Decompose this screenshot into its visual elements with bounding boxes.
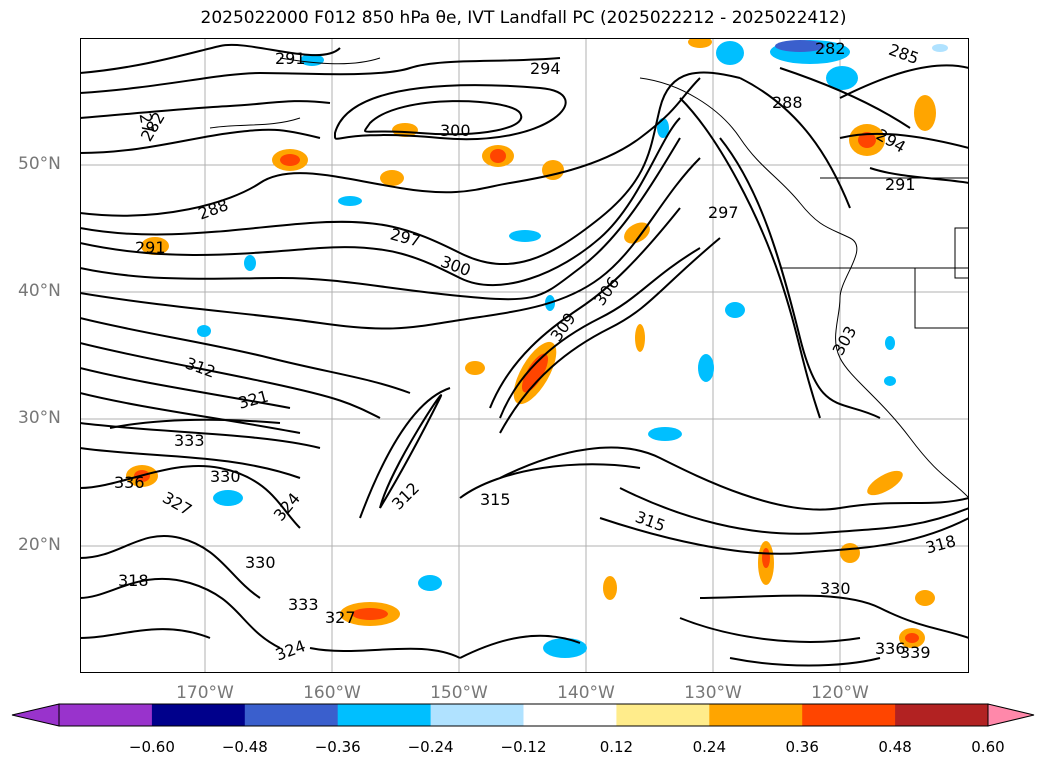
contour-label: 285 — [886, 40, 921, 68]
lon-label-160w: 160°W — [303, 683, 361, 703]
contour-label: 330 — [245, 553, 276, 572]
colorbar-tick-label: 0.36 — [785, 738, 819, 756]
lat-label-20n: 20°N — [18, 535, 61, 555]
contour-label: 333 — [174, 431, 205, 450]
contour-label: 327 — [325, 608, 356, 627]
graticule — [80, 38, 969, 673]
contour-label: 27 — [136, 112, 158, 135]
contour-label: 330 — [210, 467, 241, 486]
colorbar-bin — [151, 704, 246, 726]
colorbar-tick-label: 0.60 — [971, 738, 1005, 756]
contour-label: 306 — [590, 273, 623, 309]
contour-label: 318 — [118, 571, 149, 590]
colorbar-bin — [337, 704, 432, 726]
contour-label: 288 — [772, 93, 803, 112]
contour-label: 288 — [196, 195, 231, 223]
colorbar-tick-label: 0.12 — [599, 738, 634, 756]
colorbar-tick-label: −0.12 — [500, 738, 547, 756]
lat-label-40n: 40°N — [18, 281, 61, 301]
colorbar-bin — [430, 704, 524, 726]
lon-label-170w: 170°W — [176, 683, 234, 703]
colorbar-outline — [58, 703, 989, 727]
lon-label-140w: 140°W — [557, 683, 615, 703]
ivt-shading — [126, 38, 948, 658]
contour-label: 327 — [159, 488, 195, 520]
contour-labels: 294 300 297 300 306 309 312 321 333 330 … — [114, 39, 969, 665]
colorbar-bins — [59, 704, 989, 726]
contour-label: 282 — [815, 39, 846, 58]
contour-label: 291 — [135, 238, 166, 257]
map-svg: 294 300 297 300 306 309 312 321 333 330 … — [80, 38, 969, 673]
lat-label-30n: 30°N — [18, 408, 61, 428]
colorbar-tick-label: −0.36 — [314, 738, 361, 756]
contour-label: 330 — [820, 579, 851, 598]
contour-label: 297 — [708, 203, 739, 222]
contour-label: 333 — [288, 595, 319, 614]
colorbar-bin — [802, 704, 896, 726]
lon-label-130w: 130°W — [684, 683, 742, 703]
contour-label: 309 — [547, 309, 580, 345]
lat-label-50n: 50°N — [18, 154, 61, 174]
contour-label: 339 — [900, 643, 931, 662]
colorbar-bin — [616, 704, 710, 726]
theta-e-contours — [80, 43, 969, 667]
contour-label: 291 — [885, 175, 916, 194]
contour-label: 294 — [530, 59, 561, 78]
contour-label: 321 — [236, 387, 270, 413]
colorbar-tick-label: 0.24 — [692, 738, 726, 756]
contour-label: 297 — [388, 224, 422, 250]
contour-label: 291 — [275, 49, 306, 68]
colorbar — [11, 703, 1035, 727]
contour-label: 324 — [273, 636, 308, 664]
colorbar-bin — [244, 704, 339, 726]
colorbar-tick-label: −0.60 — [128, 738, 175, 756]
contour-label: 315 — [633, 507, 668, 535]
contour-label: 315 — [480, 490, 511, 509]
colorbar-bin — [523, 704, 617, 726]
colorbar-tick-label: −0.48 — [221, 738, 268, 756]
lon-label-120w: 120°W — [811, 683, 869, 703]
contour-label: 303 — [829, 323, 861, 359]
contour-label: 312 — [183, 353, 218, 381]
colorbar-bin — [59, 704, 153, 726]
contour-label: 324 — [270, 489, 304, 525]
map-panel: 294 300 297 300 306 309 312 321 333 330 … — [80, 38, 969, 673]
lon-label-150w: 150°W — [430, 683, 488, 703]
coastlines — [209, 57, 969, 499]
contour-label: 300 — [965, 291, 969, 324]
colorbar-bin — [709, 704, 803, 726]
colorbar-over-extension — [987, 703, 1035, 727]
colorbar-tick-label: −0.24 — [407, 738, 454, 756]
colorbar-under-extension — [11, 703, 60, 727]
colorbar-bin — [895, 704, 989, 726]
contour-label: 336 — [114, 473, 145, 492]
colorbar-tick-label: 0.48 — [878, 738, 912, 756]
map-title: 2025022000 F012 850 hPa θe, IVT Landfall… — [200, 8, 847, 28]
contour-label: 300 — [440, 121, 471, 140]
contour-label: 336 — [875, 639, 906, 658]
